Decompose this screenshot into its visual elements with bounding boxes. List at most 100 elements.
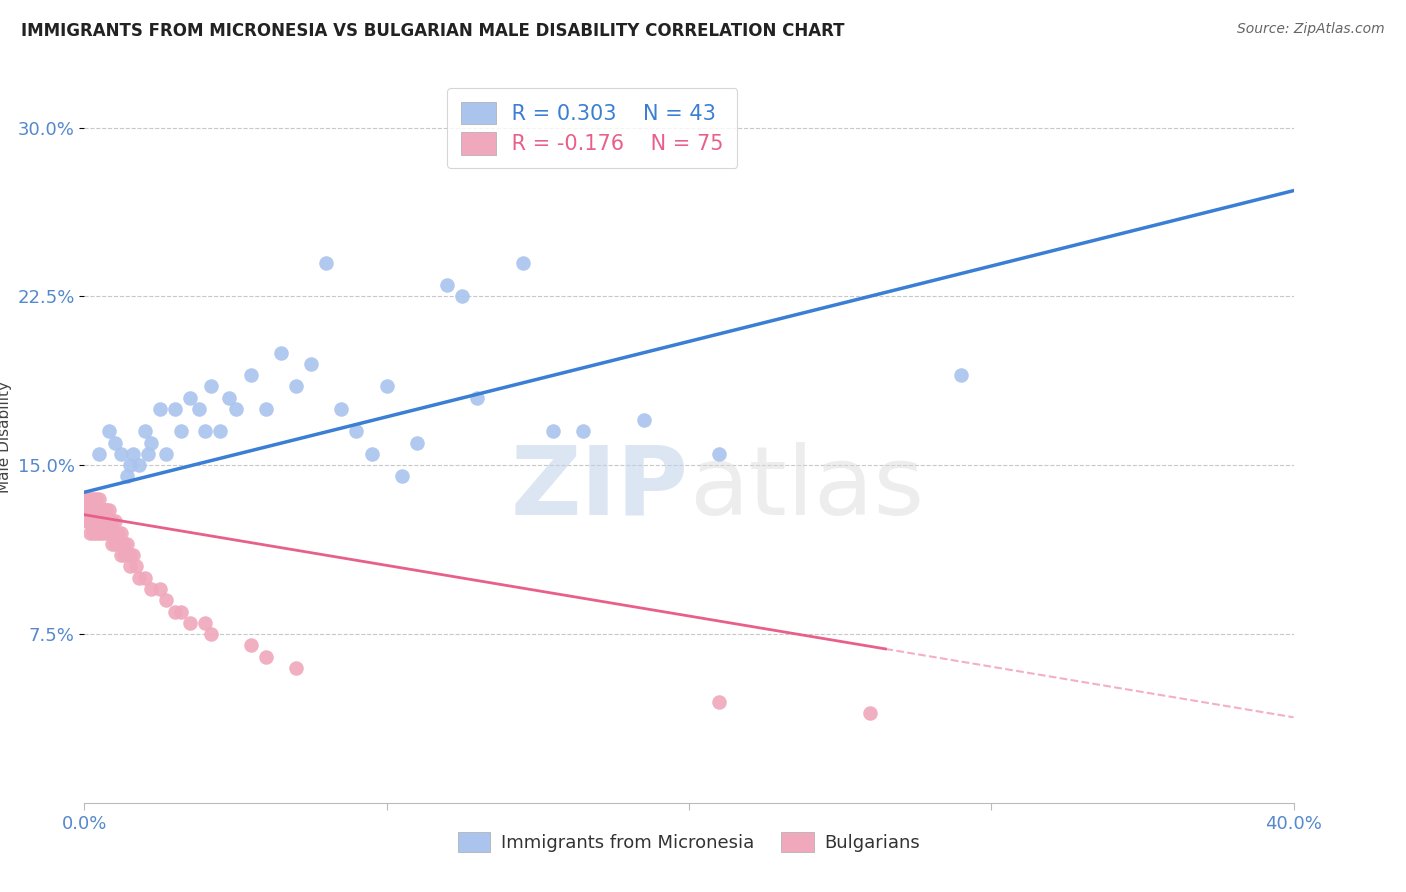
Point — [194, 615, 217, 630]
Point — [115, 537, 138, 551]
Point — [94, 503, 117, 517]
Point — [97, 515, 120, 529]
Legend: Immigrants from Micronesia, Bulgarians: Immigrants from Micronesia, Bulgarians — [450, 824, 928, 860]
Point — [165, 401, 187, 416]
Point — [136, 447, 159, 461]
Point — [299, 357, 322, 371]
Point — [104, 515, 127, 529]
Point — [76, 515, 98, 529]
Point — [128, 571, 150, 585]
Text: IMMIGRANTS FROM MICRONESIA VS BULGARIAN MALE DISABILITY CORRELATION CHART: IMMIGRANTS FROM MICRONESIA VS BULGARIAN … — [21, 22, 845, 40]
Point — [94, 503, 117, 517]
Point — [188, 401, 211, 416]
Point — [218, 391, 240, 405]
Point — [155, 593, 177, 607]
Point — [82, 515, 104, 529]
Point — [209, 425, 232, 439]
Point — [89, 503, 111, 517]
Point — [139, 435, 162, 450]
Point — [118, 559, 141, 574]
Point — [79, 515, 101, 529]
Point — [134, 425, 156, 439]
Y-axis label: Male Disability: Male Disability — [0, 381, 11, 493]
Point — [79, 503, 101, 517]
Point — [82, 503, 104, 517]
Point — [134, 571, 156, 585]
Point — [121, 447, 143, 461]
Point — [139, 582, 162, 596]
Point — [94, 525, 117, 540]
Point — [89, 503, 111, 517]
Point — [79, 515, 101, 529]
Point — [107, 537, 129, 551]
Point — [82, 515, 104, 529]
Point — [194, 425, 217, 439]
Point — [110, 548, 132, 562]
Point — [94, 515, 117, 529]
Point — [82, 525, 104, 540]
Point — [155, 447, 177, 461]
Point — [149, 582, 172, 596]
Point — [950, 368, 973, 383]
Point — [86, 525, 108, 540]
Point — [254, 401, 277, 416]
Text: Source: ZipAtlas.com: Source: ZipAtlas.com — [1237, 22, 1385, 37]
Point — [91, 515, 114, 529]
Point — [86, 503, 108, 517]
Point — [179, 391, 201, 405]
Point — [467, 391, 489, 405]
Point — [270, 345, 292, 359]
Point — [709, 694, 731, 708]
Point — [165, 605, 187, 619]
Point — [346, 425, 368, 439]
Point — [89, 447, 111, 461]
Point — [239, 368, 262, 383]
Point — [104, 525, 127, 540]
Point — [285, 661, 308, 675]
Point — [239, 638, 262, 652]
Point — [76, 515, 98, 529]
Point — [360, 447, 382, 461]
Point — [112, 537, 135, 551]
Point — [179, 615, 201, 630]
Point — [76, 503, 98, 517]
Point — [79, 525, 101, 540]
Point — [541, 425, 564, 439]
Point — [91, 525, 114, 540]
Point — [200, 379, 222, 393]
Point — [128, 458, 150, 473]
Point — [86, 515, 108, 529]
Point — [97, 503, 120, 517]
Point — [89, 515, 111, 529]
Point — [100, 537, 122, 551]
Point — [110, 525, 132, 540]
Point — [89, 525, 111, 540]
Point — [107, 525, 129, 540]
Point — [104, 435, 127, 450]
Point — [91, 503, 114, 517]
Point — [112, 548, 135, 562]
Point — [254, 649, 277, 664]
Point — [89, 491, 111, 506]
Point — [82, 491, 104, 506]
Point — [709, 447, 731, 461]
Point — [110, 447, 132, 461]
Point — [100, 515, 122, 529]
Point — [79, 515, 101, 529]
Point — [406, 435, 429, 450]
Point — [82, 503, 104, 517]
Point — [89, 503, 111, 517]
Point — [82, 503, 104, 517]
Point — [100, 525, 122, 540]
Point — [76, 503, 98, 517]
Point — [315, 255, 337, 269]
Point — [125, 559, 148, 574]
Point — [285, 379, 308, 393]
Point — [86, 503, 108, 517]
Point — [97, 425, 120, 439]
Point — [104, 537, 127, 551]
Point — [391, 469, 413, 483]
Point — [79, 503, 101, 517]
Point — [79, 503, 101, 517]
Point — [200, 627, 222, 641]
